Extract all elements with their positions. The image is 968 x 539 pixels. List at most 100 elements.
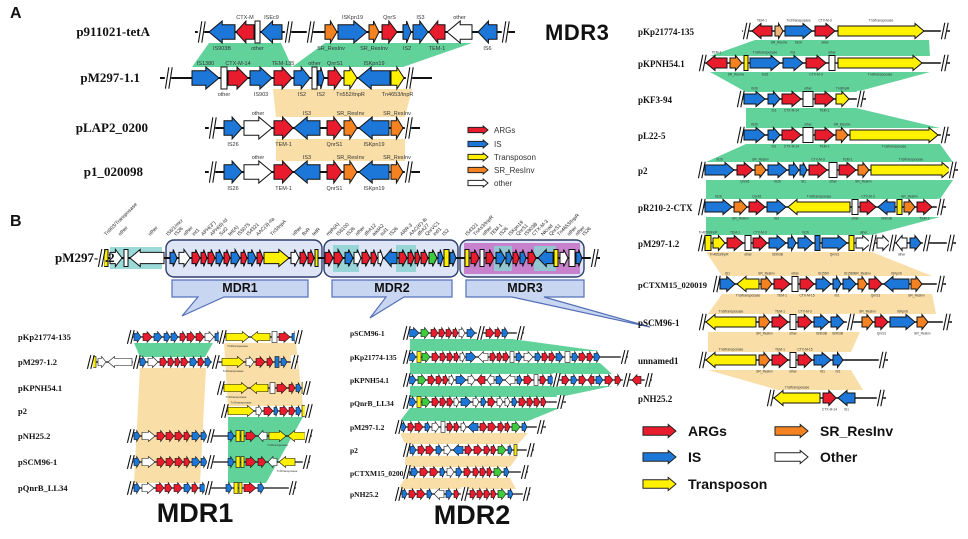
gene-arrow [191, 429, 201, 443]
gene-block [509, 351, 515, 363]
gene-arrow [797, 351, 813, 369]
gene-name-label: SR_ResInv [756, 331, 773, 335]
gene-arrow [370, 249, 378, 267]
gene-name-label: ISKpn19 [363, 186, 384, 192]
gene-name-label: other [252, 111, 265, 117]
gene-arrow [431, 395, 440, 409]
gene-arrow [480, 396, 487, 408]
gene-arrow [290, 249, 300, 267]
gene-name-label: QnrS1 [871, 293, 881, 297]
sequence-break-mask [736, 90, 744, 108]
gene-arrow [204, 355, 212, 369]
gene-name-label: QnrS1 [327, 186, 343, 192]
gene-arrow [813, 313, 830, 331]
gene-arrow [813, 351, 832, 369]
gene-arrow [287, 429, 306, 443]
gene-name-label: Tn3/transposase [223, 369, 244, 373]
gene-arrow [465, 350, 477, 364]
gene-arrow [129, 248, 165, 268]
gene-arrow [486, 373, 495, 387]
plasmid-row: IS903B CTX-M other ISEc9 SR_ResInv ISKpn19 SR_… [76, 15, 515, 52]
gene-arrow [279, 404, 289, 418]
gene-name-label: IS26 [762, 72, 769, 76]
gene-arrow [523, 373, 533, 387]
sequence-break-slash [702, 54, 707, 72]
gene-arrow [408, 373, 417, 387]
gene-arrow [357, 65, 391, 91]
plasmid-row: Tn3/transposase CTX-M-14 IS1 pNH25.2 [638, 386, 886, 411]
gene-arrow [445, 326, 453, 340]
gene-arrow [575, 249, 583, 267]
gene-name-label: IS1 [772, 108, 777, 112]
sequence-break-slash [208, 117, 214, 139]
gene-arrow [414, 249, 421, 267]
gene-arrow [754, 161, 767, 179]
synteny-ribbon [708, 332, 860, 352]
gene-name-label: IS903 [254, 92, 268, 98]
sequence-break-slash [948, 161, 954, 179]
gene-arrow [459, 351, 466, 363]
sequence-break-slash [944, 22, 949, 40]
gene-arrow [570, 373, 578, 387]
legend-item-label: IS [688, 449, 701, 465]
legend-arrow-icon [642, 449, 677, 465]
gene-arrow [497, 487, 507, 501]
legend-item-label: Transposon [494, 153, 536, 162]
gene-name-label: other [252, 155, 265, 161]
plasmid-name-label: pNH25.2 [638, 394, 673, 404]
synteny-ribbon [746, 108, 940, 128]
gene-arrow [495, 373, 504, 387]
gene-arrow [295, 382, 302, 394]
gene-arrow [208, 19, 236, 45]
gene-arrow [221, 355, 245, 369]
panel-a-label: A [10, 5, 22, 22]
gene-arrow [155, 481, 165, 495]
gene-arrow [477, 350, 489, 364]
gene-arrow [604, 373, 614, 387]
sequence-break-mask [402, 350, 410, 364]
sequence-break-slash [530, 443, 535, 457]
gene-name-label: IS26 [774, 179, 781, 183]
sequence-break-mask [197, 21, 205, 43]
plasmid-row: Tn3/transposase SR_ResInv TEM-1 other CTX-M-… [638, 348, 888, 373]
gene-name-label: other [251, 46, 264, 52]
sequence-break-mask [522, 487, 530, 501]
gene-arrow [463, 465, 472, 479]
gene-arrow [458, 326, 466, 340]
gene-arrow [401, 488, 408, 500]
gene-arrow [97, 355, 107, 369]
plasmid-name-label: pSCM96-1 [638, 318, 680, 328]
gene-arrow [822, 389, 837, 407]
gene-arrow [868, 275, 883, 293]
gene-arrow [133, 330, 142, 344]
gene-arrow [133, 429, 141, 443]
gene-name-label: other [828, 51, 836, 55]
gene-arrow [337, 19, 368, 45]
sequence-break-slash [208, 161, 214, 183]
plasmid-name-label: pKp21774-135 [18, 332, 71, 342]
synteny-ribbon [292, 43, 472, 67]
sequence-break-slash [204, 481, 210, 495]
sequence-break-mask [216, 381, 224, 395]
sequence-break-slash [698, 54, 704, 72]
sequence-break-slash [220, 381, 225, 395]
gene-arrow [527, 249, 537, 267]
sequence-break-mask [402, 373, 410, 387]
plasmid-name-label: pKPNH54.1 [638, 59, 685, 69]
gene-block [416, 396, 422, 408]
gene-arrow [408, 350, 417, 364]
sequence-break-slash [402, 395, 408, 409]
plasmid-name-label: pNH25.2 [18, 431, 50, 441]
gene-name-label: IS1 [772, 144, 777, 148]
gene-annotation-label: intI1 [432, 226, 443, 237]
gene-arrow [752, 234, 768, 252]
synteny-ribbon [710, 40, 930, 56]
gene-annotation-label: IS26 [498, 226, 510, 238]
sequence-break-mask [208, 117, 216, 139]
gene-block [314, 249, 319, 267]
sequence-break-slash [130, 455, 135, 469]
gene-arrow [712, 234, 726, 252]
sequence-break-slash [526, 443, 532, 457]
sequence-break-slash [406, 326, 411, 340]
synteny-ribbon [708, 294, 936, 314]
